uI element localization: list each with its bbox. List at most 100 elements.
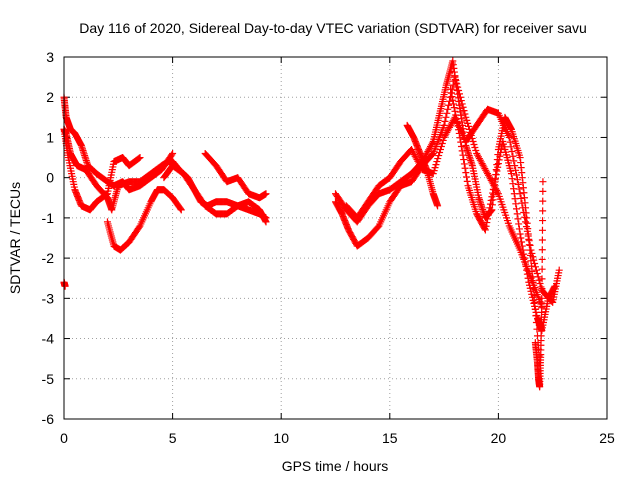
series-sat-f [201, 150, 270, 202]
data-point [482, 222, 490, 230]
data-point [460, 160, 468, 168]
data-point [534, 273, 542, 281]
x-axis-label: GPS time / hours [282, 458, 389, 474]
data-point [523, 227, 531, 235]
data-point [489, 185, 497, 193]
data-point [538, 294, 546, 302]
data-point [510, 185, 518, 193]
data-point [515, 225, 523, 233]
data-point [524, 274, 532, 282]
data-point [520, 209, 528, 217]
data-point [447, 85, 455, 93]
data-points [60, 57, 563, 391]
y-tick-label: 1 [46, 129, 54, 145]
data-point [516, 230, 524, 238]
data-point [523, 270, 531, 278]
data-point [551, 282, 559, 290]
data-point [262, 218, 270, 226]
data-point [430, 167, 438, 175]
data-point [436, 149, 444, 157]
series-sat-i [342, 105, 563, 306]
data-point [489, 189, 497, 197]
series-sat-l [531, 178, 547, 391]
data-point [531, 259, 539, 267]
data-point [487, 196, 495, 204]
data-point [486, 204, 494, 212]
series-sat-j [447, 85, 559, 335]
data-point [454, 122, 462, 130]
data-point [445, 101, 453, 109]
data-point [508, 175, 516, 183]
data-point [505, 133, 513, 141]
data-point [495, 156, 503, 164]
data-point [517, 194, 525, 202]
x-tick-label: 10 [273, 430, 289, 446]
plot-frame [63, 56, 608, 420]
data-point [530, 299, 538, 307]
data-point [447, 89, 455, 97]
data-point [533, 311, 541, 319]
data-point [443, 109, 451, 117]
data-point [529, 253, 537, 261]
data-point [61, 282, 69, 290]
series-sat-e [160, 162, 270, 226]
data-point [450, 100, 458, 108]
data-point [103, 190, 111, 198]
data-point [491, 178, 499, 186]
data-point [486, 200, 494, 208]
data-point [517, 234, 525, 242]
series-sat-c [60, 125, 144, 214]
data-point [513, 210, 521, 218]
data-point [453, 118, 461, 126]
data-point [431, 164, 439, 172]
data-point [539, 217, 547, 225]
data-point [436, 146, 444, 154]
data-point [434, 155, 442, 163]
data-point [451, 107, 459, 115]
data-point [526, 281, 534, 289]
data-point [539, 197, 547, 205]
y-tick-label: -5 [42, 371, 55, 387]
data-point [428, 139, 436, 147]
data-point [538, 265, 546, 273]
data-point [526, 284, 534, 292]
data-point [463, 173, 471, 181]
data-point [539, 178, 547, 186]
data-point [522, 218, 530, 226]
data-point [456, 134, 464, 142]
data-point [513, 205, 520, 213]
data-point [488, 193, 496, 201]
data-point [446, 97, 454, 105]
data-point [531, 305, 539, 313]
x-tick-label: 0 [60, 430, 68, 446]
data-point [448, 93, 456, 101]
data-point [472, 147, 480, 155]
y-tick-label: 2 [46, 89, 54, 105]
y-tick-label: -3 [42, 290, 55, 306]
data-point [449, 96, 457, 104]
data-point [262, 190, 270, 198]
data-point [462, 113, 470, 121]
y-tick-label: -2 [42, 250, 55, 266]
x-tick-label: 5 [169, 430, 177, 446]
data-point [442, 113, 450, 121]
data-point [528, 290, 536, 298]
x-tick-label: 20 [491, 430, 507, 446]
data-point [519, 246, 527, 254]
data-point [462, 169, 470, 177]
data-point [507, 143, 515, 151]
data-point [527, 287, 535, 295]
data-point [455, 129, 463, 137]
data-point [464, 119, 472, 127]
data-point [537, 283, 545, 291]
data-point [444, 105, 452, 113]
axis-ticks [63, 56, 608, 420]
data-point [555, 266, 563, 274]
data-point [461, 164, 469, 172]
data-point [533, 270, 541, 278]
data-point [510, 190, 518, 198]
data-point [518, 242, 526, 250]
data-point [440, 121, 448, 129]
data-point [512, 166, 520, 174]
